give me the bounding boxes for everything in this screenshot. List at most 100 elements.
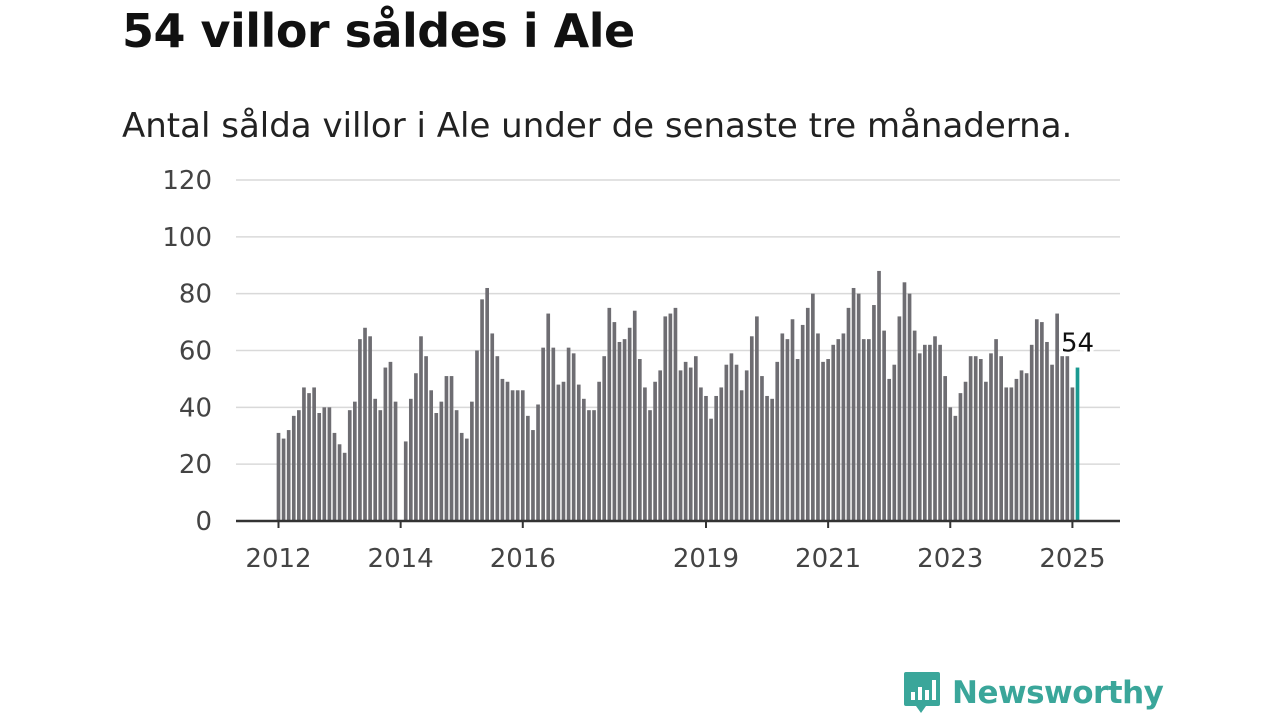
newsworthy-logo: Newsworthy [902,670,1164,716]
bar [1045,341,1049,521]
bar [933,336,937,521]
bar [439,401,444,521]
bar [1065,356,1070,521]
bar [286,430,291,521]
bar [1055,313,1059,521]
bar [826,359,830,521]
bar [297,410,301,521]
bar [322,407,327,521]
bar [541,347,545,521]
x-tick-label: 2019 [673,544,739,574]
bar [729,353,734,521]
bar [1004,387,1009,521]
bar [622,339,627,521]
y-tick-label: 100 [162,223,212,253]
bar [887,378,892,521]
y-tick-label: 120 [162,166,212,196]
bar [1024,373,1029,521]
bar [556,384,561,521]
bar [368,336,372,521]
bar [775,361,780,521]
bar [444,376,449,521]
x-tick-label: 2012 [245,544,311,574]
y-tick-label: 40 [179,393,212,423]
bar [744,370,749,521]
bar [963,381,968,521]
bar [363,327,367,521]
bar [902,282,907,521]
bar [454,410,459,521]
data-label: 54 [1061,329,1094,359]
bar [317,413,322,521]
bar [739,390,744,521]
bar [907,293,912,521]
bar [673,307,678,521]
bar [836,339,841,521]
bar [617,341,622,521]
bar [699,387,703,521]
bar [668,313,673,521]
bar [307,393,311,521]
bar [912,330,917,521]
bar [968,356,973,521]
bar [347,410,352,521]
bar [816,333,820,521]
y-tick-label: 60 [179,337,212,367]
bar [510,390,515,521]
bar [597,381,601,521]
bar [1060,356,1065,521]
bar [637,359,642,521]
bar [714,395,719,521]
bar [434,413,439,521]
bar [1014,378,1019,521]
bar [429,390,434,521]
bar [678,370,683,521]
bar [958,393,963,521]
x-tick-label: 2016 [490,544,556,574]
bar [470,401,474,521]
bar [373,398,378,521]
bar [576,384,581,521]
bar [877,270,881,521]
bar [994,339,998,521]
bar [795,359,800,521]
bar [653,381,657,521]
bar [989,353,993,521]
x-tick-label: 2021 [795,544,861,574]
bar [704,395,708,521]
bar [419,336,423,521]
bar [658,370,663,521]
bar [536,404,540,521]
bar [627,327,632,521]
bar [520,390,525,521]
bar [1040,322,1044,521]
bar [281,438,286,521]
bar [953,415,958,521]
bar [531,430,535,521]
bar [648,410,652,521]
x-tick-label: 2014 [368,544,434,574]
chart-subtitle: Antal sålda villor i Ale under de senast… [122,106,1073,146]
bar [643,387,647,521]
bar [1070,387,1075,521]
bar [1019,370,1024,521]
bar [485,287,489,521]
bar [683,361,688,521]
bars [276,270,1080,521]
bar [851,287,856,521]
bar [805,307,810,521]
newsworthy-logo-icon [904,672,940,713]
bar [587,410,591,521]
y-axis-ticks: 0 20 40 60 80 100 120 [162,166,212,537]
data-label-halo: 54 [1061,329,1094,359]
brand-name: Newsworthy [952,675,1164,711]
bar [607,307,612,521]
bar [846,307,851,521]
bar [612,322,617,521]
bar [867,339,871,521]
bar [719,387,724,521]
bar [780,333,785,521]
bar [449,376,454,521]
